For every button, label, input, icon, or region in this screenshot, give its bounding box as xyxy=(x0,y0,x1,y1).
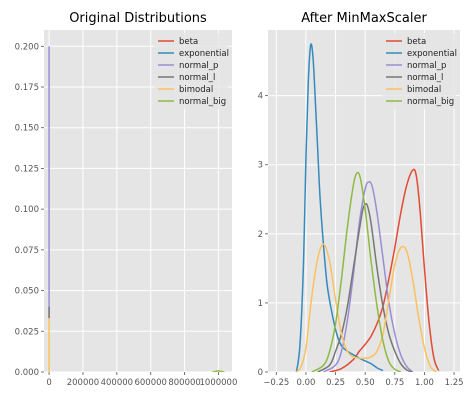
series-line-normal_p xyxy=(323,181,414,372)
legend-label-normal_p: normal_p xyxy=(179,61,218,71)
y-tick-label: 0.075 xyxy=(15,246,39,256)
series-group xyxy=(48,46,225,372)
chart-title: After MinMaxScaler xyxy=(301,11,427,26)
legend-box xyxy=(382,33,456,109)
chart-title: Original Distributions xyxy=(69,11,207,26)
legend-label-normal_big: normal_big xyxy=(407,97,454,107)
y-tick-label: 4 xyxy=(258,92,263,102)
y-tick-label: 0.000 xyxy=(15,368,39,378)
x-tick-label: −0.25 xyxy=(263,378,289,388)
legend-label-bimodal: bimodal xyxy=(179,85,213,95)
series-line-normal_big xyxy=(212,369,225,372)
x-tick-label: 1.25 xyxy=(445,378,464,388)
x-tick-label: 0.00 xyxy=(296,378,315,388)
series-line-normal_l xyxy=(317,202,413,372)
y-tick-label: 0.175 xyxy=(15,83,39,93)
y-tick-label: 0.100 xyxy=(15,205,39,215)
x-tick-label: 400000 xyxy=(101,378,133,388)
legend-label-exponential: exponential xyxy=(179,49,229,59)
x-tick-label: 0.50 xyxy=(356,378,375,388)
series-line-bimodal xyxy=(295,243,437,372)
legend-label-exponential: exponential xyxy=(407,49,457,59)
series-group xyxy=(295,43,440,372)
y-tick-label: 0.125 xyxy=(15,164,39,174)
y-tick-label: 0.025 xyxy=(15,327,39,337)
chart-2: −0.25 0.00 0.25 0.50 0.75 1.00 1.25 0 1 2 3 4 After … xyxy=(258,11,464,388)
series-line-exponential xyxy=(295,43,384,372)
legend-label-normal_p: normal_p xyxy=(407,61,446,71)
legend-label-normal_l: normal_l xyxy=(179,73,215,83)
legend-label-beta: beta xyxy=(179,37,198,47)
y-tick-label: 0.050 xyxy=(15,287,39,297)
x-tick-label: 0 xyxy=(46,378,51,388)
x-tick-label: 1.00 xyxy=(415,378,434,388)
series-line-beta xyxy=(329,168,440,372)
legend-box xyxy=(154,33,228,109)
legend-label-beta: beta xyxy=(407,37,426,47)
y-tick-label: 1 xyxy=(258,299,263,309)
y-tick-label: 3 xyxy=(258,161,263,171)
y-tick-label: 0 xyxy=(258,368,263,378)
x-tick-label: 0.75 xyxy=(385,378,404,388)
y-tick-label: 0.200 xyxy=(15,42,39,52)
series-line-normal_big xyxy=(311,171,402,372)
legend-label-normal_big: normal_big xyxy=(179,97,226,107)
x-tick-label: 200000 xyxy=(67,378,99,388)
y-tick-label: 2 xyxy=(258,230,263,240)
x-tick-label: 0.25 xyxy=(326,378,345,388)
x-tick-label: 600000 xyxy=(134,378,166,388)
y-tick-label: 0.150 xyxy=(15,124,39,134)
x-tick-label: 1000000 xyxy=(200,378,238,388)
legend-label-bimodal: bimodal xyxy=(407,85,441,95)
x-tick-label: 800000 xyxy=(168,378,200,388)
legend-label-normal_l: normal_l xyxy=(407,73,443,83)
